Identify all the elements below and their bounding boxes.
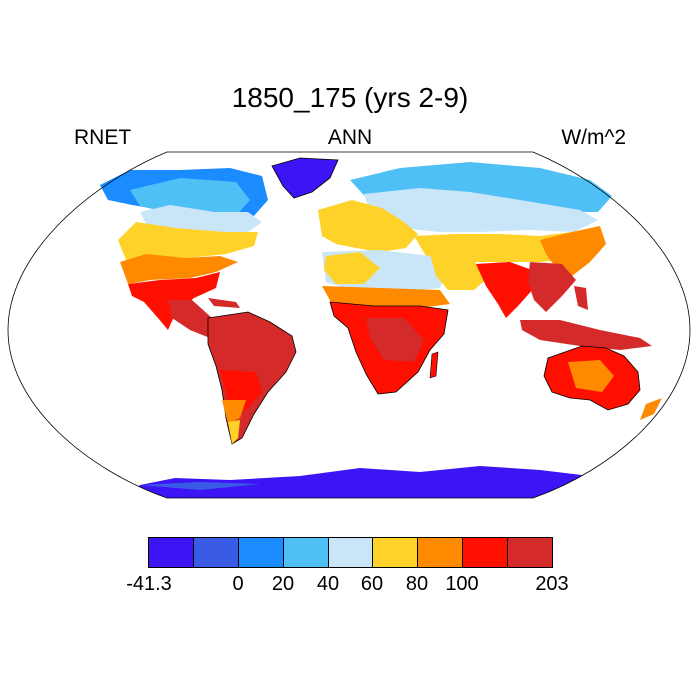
central-africa-dark-region: [366, 318, 424, 362]
colorbar-tick-label: 203: [535, 573, 569, 595]
colorbar-swatch: [418, 538, 464, 567]
india-region: [476, 262, 534, 318]
north-america-orange-region: [120, 254, 238, 284]
season-label: ANN: [327, 126, 373, 149]
north-america-pale-region: [140, 205, 262, 234]
indonesia-region: [520, 320, 652, 350]
colorbar-tick-label: 20: [271, 573, 295, 595]
middle-east-region: [430, 254, 490, 290]
southeast-asia-region: [528, 262, 576, 312]
colorbar-swatch: [328, 538, 374, 567]
colorbar-swatch: [463, 538, 509, 567]
greenland-region: [271, 157, 339, 199]
south-america-south-orange-region: [222, 400, 246, 424]
north-america-yellow-region: [118, 222, 258, 260]
variable-label: RNET: [74, 126, 132, 149]
colorbar-swatch: [283, 538, 329, 567]
madagascar-region: [429, 351, 439, 379]
colorbar-swatch: [193, 538, 239, 567]
south-america-tip-region: [228, 420, 240, 444]
colorbar-swatch: [373, 538, 419, 567]
north-africa-yellow-region: [324, 252, 380, 284]
colorbar-swatch: [508, 538, 553, 567]
colorbar-swatch: [238, 538, 284, 567]
colorbar-tick-label: 60: [360, 573, 384, 595]
new-zealand-region: [640, 398, 662, 420]
colorbar-tick-label: 80: [405, 573, 429, 595]
europe-yellow-region: [318, 200, 418, 252]
colorbar: [148, 537, 553, 568]
japan-region: [584, 228, 602, 256]
antarctica-coast-region: [140, 482, 260, 490]
antarctica-region: [120, 466, 600, 498]
colorbar-tick-label: 0: [232, 573, 244, 595]
plot-title: 1850_175 (yrs 2-9): [231, 82, 469, 113]
colorbar-tick-label: 40: [316, 573, 340, 595]
colorbar-swatch: [149, 538, 194, 567]
units-label: W/m^2: [561, 126, 626, 149]
philippines-region: [574, 286, 588, 310]
colorbar-tick-label: -41.3: [126, 573, 172, 595]
australia-interior-region: [568, 360, 614, 392]
eurasia-pale-region: [364, 188, 598, 232]
caribbean-region: [208, 298, 240, 308]
colorbar-tick-label: 100: [445, 573, 479, 595]
map-boundary: [7, 151, 691, 499]
sahel-region: [322, 286, 450, 308]
